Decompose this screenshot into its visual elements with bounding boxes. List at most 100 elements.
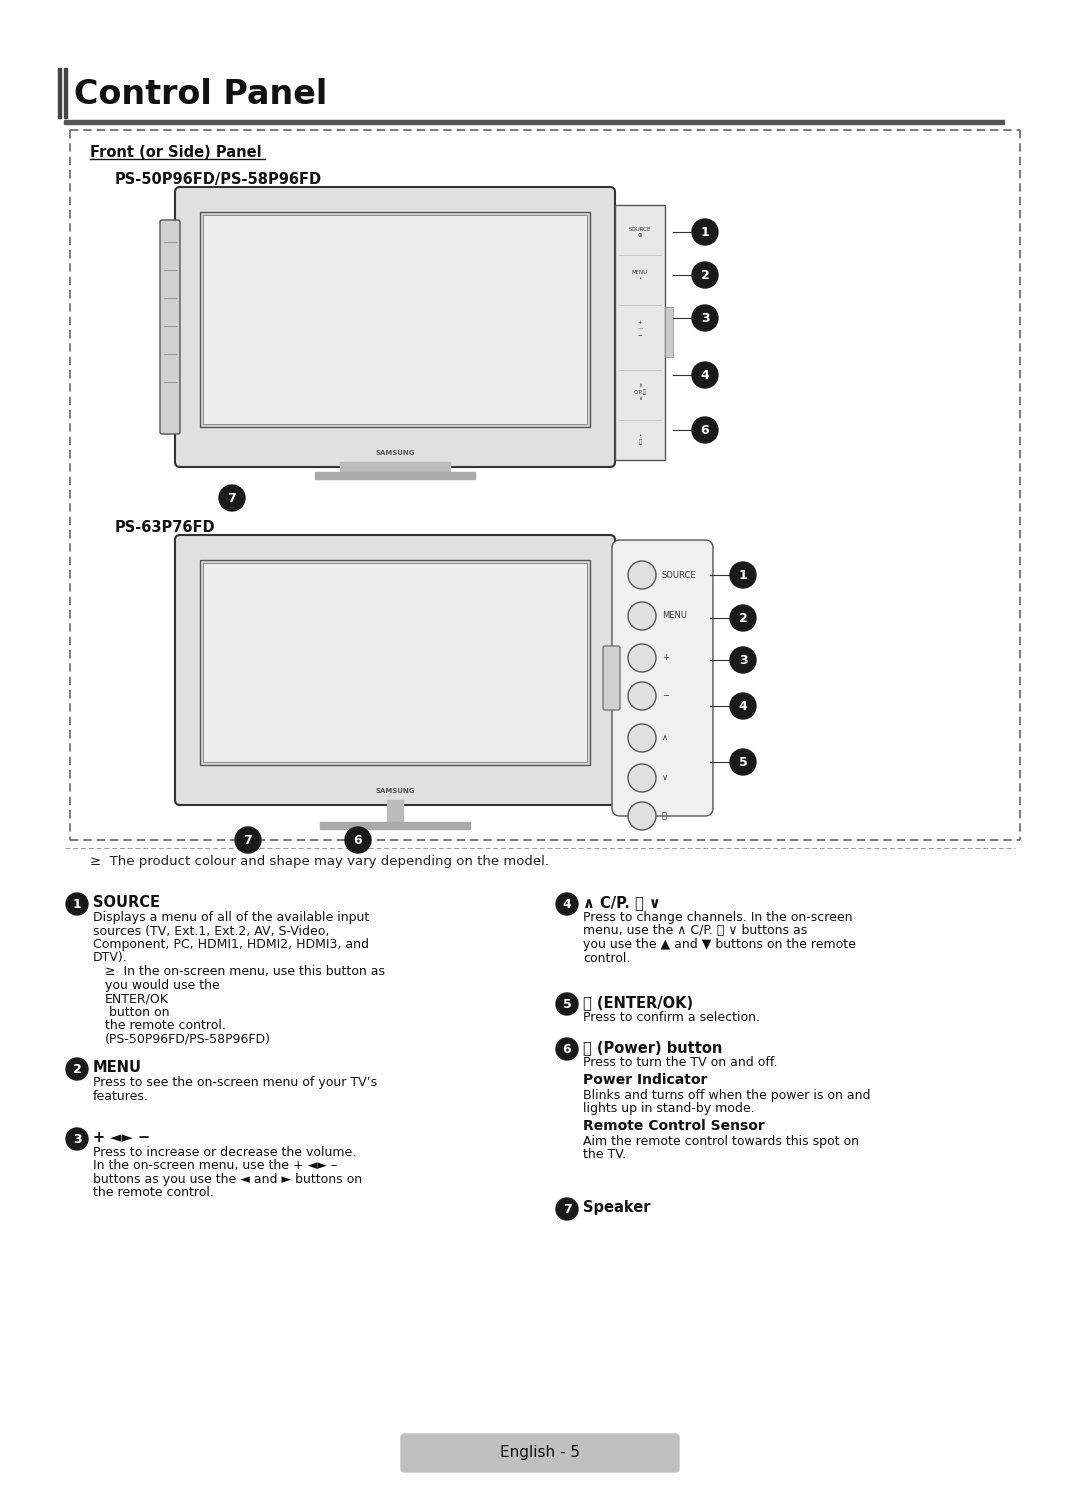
Circle shape — [556, 1039, 578, 1060]
Text: +
—
−: + — − — [637, 319, 643, 337]
Text: PS-50P96FD/PS-58P96FD: PS-50P96FD/PS-58P96FD — [114, 172, 322, 187]
Circle shape — [627, 724, 656, 752]
Text: menu, use the ∧ C/P. ⏻ ∨ buttons as: menu, use the ∧ C/P. ⏻ ∨ buttons as — [583, 924, 807, 938]
Bar — [315, 473, 475, 478]
Circle shape — [556, 1198, 578, 1220]
Bar — [203, 215, 588, 424]
Text: ≥  In the on-screen menu, use this button as: ≥ In the on-screen menu, use this button… — [105, 964, 384, 978]
Text: 4: 4 — [739, 700, 747, 713]
Text: buttons as you use the ◄ and ► buttons on: buttons as you use the ◄ and ► buttons o… — [93, 1172, 362, 1186]
Text: Press to see the on-screen menu of your TV’s: Press to see the on-screen menu of your … — [93, 1076, 377, 1089]
Text: SOURCE
⊕: SOURCE ⊕ — [629, 227, 651, 238]
Text: ENTER/OK: ENTER/OK — [105, 993, 168, 1005]
Circle shape — [692, 305, 718, 331]
Circle shape — [692, 262, 718, 288]
Text: 1: 1 — [72, 898, 81, 911]
Circle shape — [345, 828, 372, 853]
FancyBboxPatch shape — [401, 1434, 679, 1473]
Bar — [58, 68, 60, 117]
Circle shape — [627, 602, 656, 630]
Text: Control Panel: Control Panel — [75, 79, 327, 111]
Text: 6: 6 — [353, 834, 362, 847]
Circle shape — [219, 484, 245, 511]
Circle shape — [730, 605, 756, 632]
Bar — [200, 560, 590, 765]
Bar — [64, 120, 1004, 123]
Circle shape — [627, 643, 656, 672]
Text: In the on-screen menu, use the + ◄► –: In the on-screen menu, use the + ◄► – — [93, 1159, 337, 1172]
Text: ⎙ (ENTER/OK): ⎙ (ENTER/OK) — [583, 996, 693, 1010]
Text: MENU
•: MENU • — [632, 270, 648, 281]
Text: Aim the remote control towards this spot on: Aim the remote control towards this spot… — [583, 1134, 859, 1147]
Text: the remote control.: the remote control. — [93, 1186, 214, 1199]
Text: SAMSUNG: SAMSUNG — [375, 788, 415, 794]
Text: ∨: ∨ — [662, 774, 669, 783]
Text: ⏻ (Power) button: ⏻ (Power) button — [583, 1040, 723, 1055]
Text: control.: control. — [583, 951, 631, 964]
Text: 6: 6 — [563, 1043, 571, 1057]
FancyBboxPatch shape — [175, 187, 615, 467]
Text: Component, PC, HDMI1, HDMI2, HDMI3, and: Component, PC, HDMI1, HDMI2, HDMI3, and — [93, 938, 369, 951]
Circle shape — [556, 993, 578, 1015]
Text: the remote control.: the remote control. — [105, 1019, 226, 1031]
Text: Power Indicator: Power Indicator — [583, 1073, 707, 1088]
Text: PS-63P76FD: PS-63P76FD — [114, 520, 216, 535]
Text: Press to turn the TV on and off.: Press to turn the TV on and off. — [583, 1057, 778, 1068]
Text: 7: 7 — [563, 1204, 571, 1216]
Circle shape — [235, 828, 261, 853]
Circle shape — [66, 1058, 87, 1080]
FancyBboxPatch shape — [603, 646, 620, 710]
Text: MENU: MENU — [93, 1060, 141, 1074]
Text: Press to increase or decrease the volume.: Press to increase or decrease the volume… — [93, 1146, 356, 1159]
Text: English - 5: English - 5 — [500, 1446, 580, 1461]
Circle shape — [692, 363, 718, 388]
Bar — [64, 68, 67, 117]
Text: 7: 7 — [228, 492, 237, 505]
Text: ∧ C/P. ⏻ ∨: ∧ C/P. ⏻ ∨ — [583, 895, 661, 909]
Text: Speaker: Speaker — [583, 1201, 650, 1216]
Text: sources (TV, Ext.1, Ext.2, AV, S-Video,: sources (TV, Ext.1, Ext.2, AV, S-Video, — [93, 924, 329, 938]
Bar — [203, 563, 588, 762]
FancyBboxPatch shape — [175, 535, 615, 805]
Text: button on: button on — [105, 1006, 170, 1018]
Text: 2: 2 — [701, 269, 710, 282]
Text: 3: 3 — [701, 312, 710, 325]
Text: 1: 1 — [739, 569, 747, 583]
Text: Remote Control Sensor: Remote Control Sensor — [583, 1119, 765, 1134]
Text: Press to change channels. In the on-screen: Press to change channels. In the on-scre… — [583, 911, 852, 924]
Circle shape — [66, 1128, 87, 1150]
Text: features.: features. — [93, 1089, 149, 1103]
Text: 6: 6 — [701, 424, 710, 437]
Text: Front (or Side) Panel: Front (or Side) Panel — [90, 146, 261, 160]
Circle shape — [627, 802, 656, 831]
Bar — [320, 822, 470, 829]
Text: 7: 7 — [244, 834, 253, 847]
Circle shape — [627, 764, 656, 792]
Text: −: − — [662, 691, 669, 700]
Text: 1: 1 — [701, 226, 710, 239]
Text: Displays a menu of all of the available input: Displays a menu of all of the available … — [93, 911, 369, 924]
Text: 2: 2 — [739, 612, 747, 626]
Bar — [665, 308, 673, 357]
Circle shape — [692, 218, 718, 245]
Text: 5: 5 — [563, 999, 571, 1010]
Text: 5: 5 — [739, 756, 747, 768]
Circle shape — [627, 562, 656, 588]
Text: 4: 4 — [563, 898, 571, 911]
Text: ∧
C/P.⏻
∨: ∧ C/P.⏻ ∨ — [634, 383, 647, 401]
Text: ∧: ∧ — [662, 734, 669, 743]
Text: lights up in stand-by mode.: lights up in stand-by mode. — [583, 1103, 755, 1114]
Text: SAMSUNG: SAMSUNG — [375, 450, 415, 456]
Text: Blinks and turns off when the power is on and: Blinks and turns off when the power is o… — [583, 1089, 870, 1101]
Text: Press to confirm a selection.: Press to confirm a selection. — [583, 1010, 760, 1024]
Text: ≥  The product colour and shape may vary depending on the model.: ≥ The product colour and shape may vary … — [90, 854, 549, 868]
Circle shape — [692, 418, 718, 443]
Text: SOURCE: SOURCE — [662, 571, 697, 580]
Text: the TV.: the TV. — [583, 1149, 626, 1161]
Text: SOURCE: SOURCE — [93, 895, 160, 909]
Text: ⎙: ⎙ — [662, 811, 667, 820]
Circle shape — [730, 749, 756, 776]
Text: 3: 3 — [739, 654, 747, 667]
Circle shape — [66, 893, 87, 915]
Circle shape — [556, 893, 578, 915]
